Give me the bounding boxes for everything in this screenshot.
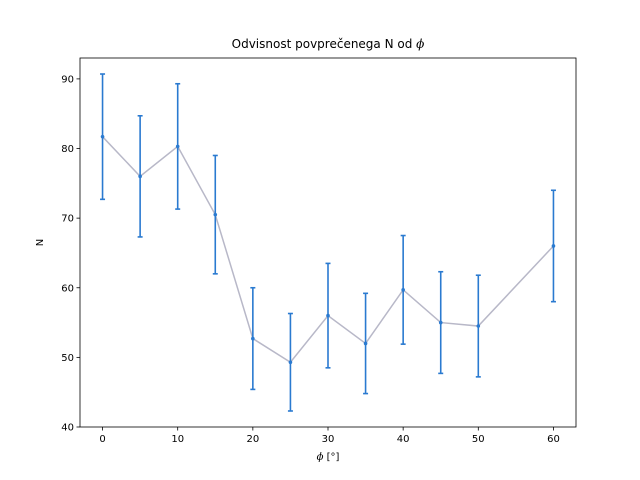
data-point bbox=[138, 174, 142, 179]
y-tick-label: 70 bbox=[61, 214, 74, 225]
data-point bbox=[100, 134, 105, 139]
data-point bbox=[213, 212, 218, 217]
plot-frame bbox=[79, 57, 577, 428]
y-tick-label: 80 bbox=[61, 144, 74, 155]
data-point bbox=[438, 320, 443, 325]
y-tick-label: 60 bbox=[61, 283, 74, 294]
x-axis-label: ϕ [°] bbox=[317, 452, 340, 463]
y-axis-label: N bbox=[35, 239, 46, 246]
data-point bbox=[251, 336, 255, 341]
x-tick-label: 30 bbox=[322, 434, 335, 445]
x-tick-label: 10 bbox=[171, 434, 184, 445]
data-point bbox=[401, 288, 405, 292]
y-tick-label: 40 bbox=[61, 423, 74, 434]
x-axis: 0 10 20 30 40 50 60 bbox=[99, 427, 560, 445]
plot-area bbox=[100, 73, 556, 412]
x-tick-label: 0 bbox=[99, 434, 105, 445]
data-point bbox=[326, 313, 330, 318]
x-tick-label: 20 bbox=[246, 434, 259, 445]
x-tick-label: 40 bbox=[397, 434, 410, 445]
data-point bbox=[175, 144, 180, 149]
x-tick-label: 50 bbox=[472, 434, 485, 445]
chart-title: Odvisnost povprečenega N od ϕ bbox=[232, 37, 425, 51]
data-point bbox=[551, 244, 556, 248]
y-axis: 40 50 60 70 80 90 bbox=[61, 74, 80, 434]
x-tick-label: 60 bbox=[547, 434, 560, 445]
data-point bbox=[288, 360, 293, 365]
series-line bbox=[102, 136, 555, 364]
data-point bbox=[363, 341, 368, 346]
y-tick-label: 90 bbox=[61, 74, 74, 85]
data-point bbox=[476, 324, 481, 328]
y-tick-label: 50 bbox=[61, 353, 74, 364]
